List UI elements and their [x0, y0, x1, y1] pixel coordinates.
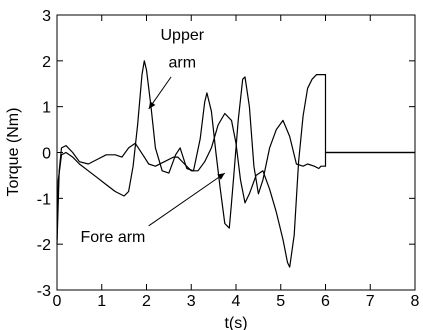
y-tick-label: 0	[42, 146, 51, 163]
x-tick-label: 5	[276, 293, 285, 310]
x-tick-label: 8	[411, 293, 420, 310]
y-tick-label: -3	[37, 283, 51, 300]
annotation-label: Upper	[161, 27, 205, 44]
annotation-label: arm	[169, 55, 197, 72]
y-tick-label: 2	[42, 54, 51, 71]
series-lines	[56, 60, 415, 268]
y-tick-label: 1	[42, 100, 51, 117]
x-tick-label: 6	[321, 293, 330, 310]
arrow-head	[148, 101, 156, 109]
annotations: Upper arm Fore arm	[80, 27, 226, 246]
y-tick-label: 3	[42, 8, 51, 25]
x-tick-label: 0	[53, 293, 62, 310]
annotation-label: Fore arm	[80, 229, 145, 246]
x-tick-label: 4	[232, 293, 241, 310]
upper-arm-line	[56, 60, 415, 240]
y-axis-label: Torque (Nm)	[5, 108, 22, 197]
x-tick-label: 1	[97, 293, 106, 310]
arrow-line	[148, 172, 226, 227]
arrow-head	[217, 173, 225, 180]
y-tick-label: -1	[37, 191, 51, 208]
axis-ticks: 0 1 2 3 4 5 6 7 8 3 2 1 0 -1 -2 -3	[37, 8, 420, 310]
x-tick-label: 7	[366, 293, 375, 310]
x-tick-label: 3	[187, 293, 196, 310]
fore-arm-line	[56, 74, 415, 268]
x-axis-label: t(s)	[224, 315, 247, 330]
x-tick-label: 2	[142, 293, 151, 310]
y-tick-label: -2	[37, 237, 51, 254]
